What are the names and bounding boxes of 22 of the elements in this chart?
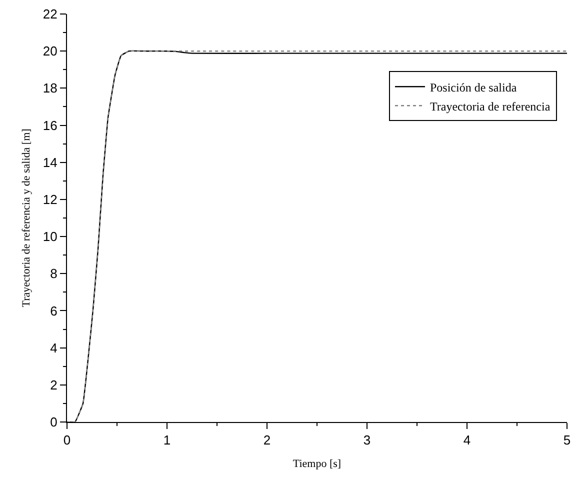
y-tick-label: 22	[42, 6, 58, 22]
y-tick-label: 10	[42, 229, 58, 244]
y-tick-label: 18	[42, 80, 58, 96]
y-tick-label: 12	[42, 192, 58, 207]
y-tick-label: 20	[42, 44, 58, 59]
y-tick-label: 6	[50, 303, 58, 318]
y-axis-title: Trayectoria de referencia y de salida [m]	[20, 128, 33, 308]
x-tick-label: 5	[563, 432, 571, 448]
x-tick-label: 3	[363, 432, 371, 448]
y-tick-label: 16	[42, 118, 58, 133]
y-tick-label: 2	[50, 377, 58, 392]
x-tick-label: 1	[163, 432, 171, 448]
y-tick-label: 4	[50, 340, 58, 356]
x-tick-label: 2	[263, 432, 271, 448]
legend-label: Posición de salida	[430, 80, 518, 94]
x-tick-label: 4	[463, 432, 471, 448]
x-tick-label: 0	[63, 432, 71, 448]
y-tick-label: 14	[42, 154, 58, 170]
x-axis-title: Tiempo [s]	[292, 458, 342, 470]
y-tick-label: 0	[50, 414, 58, 430]
legend-label: Trayectoria de referencia	[430, 99, 551, 114]
y-tick-label: 8	[50, 266, 58, 282]
